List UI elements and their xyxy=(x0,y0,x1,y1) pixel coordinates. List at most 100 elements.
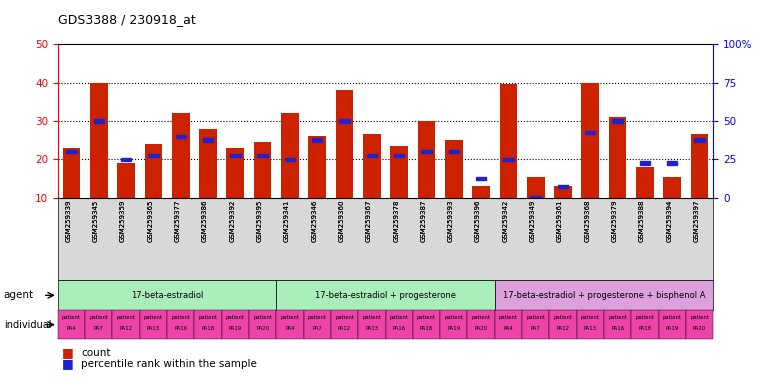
Text: GSM259393: GSM259393 xyxy=(448,200,454,242)
Text: GSM259378: GSM259378 xyxy=(393,200,399,242)
Bar xyxy=(258,154,268,157)
Text: patient: patient xyxy=(89,315,108,320)
Bar xyxy=(203,139,214,142)
Text: patient: patient xyxy=(581,315,600,320)
Text: GSM259387: GSM259387 xyxy=(420,200,426,242)
Text: GSM259394: GSM259394 xyxy=(666,200,672,242)
Text: GSM259345: GSM259345 xyxy=(93,200,99,242)
Bar xyxy=(691,134,709,198)
Text: GSM259365: GSM259365 xyxy=(147,200,153,242)
Text: patient: patient xyxy=(281,315,299,320)
Bar xyxy=(254,142,271,198)
Text: patient: patient xyxy=(335,315,354,320)
Bar xyxy=(172,113,190,198)
Bar xyxy=(390,146,408,198)
Text: GSM259392: GSM259392 xyxy=(229,200,235,242)
Text: patient: patient xyxy=(417,315,436,320)
Bar xyxy=(93,119,104,123)
Text: PA19: PA19 xyxy=(229,326,242,331)
Bar xyxy=(640,162,650,165)
Bar xyxy=(585,131,595,134)
Text: GSM259342: GSM259342 xyxy=(503,200,508,242)
Bar xyxy=(449,150,459,153)
Text: patient: patient xyxy=(116,315,136,320)
Text: PA19: PA19 xyxy=(447,326,460,331)
Text: patient: patient xyxy=(362,315,382,320)
Text: GSM259395: GSM259395 xyxy=(257,200,263,242)
Text: GSM259365: GSM259365 xyxy=(147,200,153,242)
Bar xyxy=(445,140,463,198)
Text: agent: agent xyxy=(4,290,34,300)
Text: GSM259378: GSM259378 xyxy=(393,200,399,242)
Text: PA12: PA12 xyxy=(338,326,351,331)
Text: GSM259377: GSM259377 xyxy=(175,200,180,242)
Text: GSM259387: GSM259387 xyxy=(420,200,426,242)
Bar xyxy=(339,119,350,123)
Bar xyxy=(284,157,295,161)
Text: individual: individual xyxy=(4,319,52,330)
Text: GSM259339: GSM259339 xyxy=(66,200,72,242)
Text: patient: patient xyxy=(253,315,272,320)
Text: GSM259342: GSM259342 xyxy=(503,200,508,242)
Text: GSM259386: GSM259386 xyxy=(202,200,208,242)
Text: GDS3388 / 230918_at: GDS3388 / 230918_at xyxy=(58,13,196,26)
Bar xyxy=(503,157,513,161)
Bar xyxy=(176,135,186,138)
Text: PA7: PA7 xyxy=(530,326,540,331)
Text: PA18: PA18 xyxy=(201,326,214,331)
Text: patient: patient xyxy=(499,315,518,320)
Text: GSM259379: GSM259379 xyxy=(611,200,618,242)
Bar xyxy=(581,83,599,198)
Text: patient: patient xyxy=(198,315,217,320)
Text: PA13: PA13 xyxy=(365,326,379,331)
Text: patient: patient xyxy=(389,315,409,320)
Text: GSM259396: GSM259396 xyxy=(475,200,481,242)
Bar xyxy=(227,148,244,198)
Text: ■: ■ xyxy=(62,358,73,371)
Text: GSM259339: GSM259339 xyxy=(66,200,72,242)
Text: GSM259346: GSM259346 xyxy=(311,200,317,242)
Text: patient: patient xyxy=(635,315,655,320)
Text: GSM259346: GSM259346 xyxy=(311,200,317,242)
Text: PA16: PA16 xyxy=(174,326,187,331)
Bar xyxy=(363,134,381,198)
Text: GSM259359: GSM259359 xyxy=(120,200,126,242)
Text: patient: patient xyxy=(171,315,190,320)
Text: PA18: PA18 xyxy=(638,326,651,331)
Text: GSM259393: GSM259393 xyxy=(448,200,454,242)
Text: GSM259345: GSM259345 xyxy=(93,200,99,242)
Bar xyxy=(62,148,80,198)
Text: GSM259360: GSM259360 xyxy=(338,200,345,242)
Text: GSM259359: GSM259359 xyxy=(120,200,126,242)
Text: PA4: PA4 xyxy=(66,326,76,331)
Text: 17-beta-estradiol + progesterone: 17-beta-estradiol + progesterone xyxy=(315,291,456,300)
Text: 17-beta-estradiol: 17-beta-estradiol xyxy=(131,291,204,300)
Bar xyxy=(308,136,326,198)
Text: ■: ■ xyxy=(62,346,73,359)
Text: PA20: PA20 xyxy=(256,326,269,331)
Bar xyxy=(500,84,517,198)
Text: PA12: PA12 xyxy=(120,326,133,331)
Bar xyxy=(281,113,299,198)
Bar xyxy=(667,162,678,165)
Bar xyxy=(530,196,541,200)
Text: patient: patient xyxy=(608,315,627,320)
Text: patient: patient xyxy=(226,315,245,320)
Text: GSM259349: GSM259349 xyxy=(530,200,536,242)
Text: patient: patient xyxy=(554,315,573,320)
Text: percentile rank within the sample: percentile rank within the sample xyxy=(81,359,257,369)
Bar xyxy=(230,154,241,157)
Text: PA20: PA20 xyxy=(693,326,706,331)
Text: PA13: PA13 xyxy=(147,326,160,331)
Bar xyxy=(636,167,654,198)
Text: PA4: PA4 xyxy=(285,326,295,331)
Text: GSM259394: GSM259394 xyxy=(666,200,672,242)
Text: GSM259368: GSM259368 xyxy=(584,200,591,242)
Text: GSM259367: GSM259367 xyxy=(366,200,372,242)
Bar xyxy=(117,163,135,198)
Bar xyxy=(199,129,217,198)
Bar xyxy=(148,154,159,157)
Text: GSM259396: GSM259396 xyxy=(475,200,481,242)
Bar xyxy=(312,139,322,142)
Text: GSM259341: GSM259341 xyxy=(284,200,290,242)
